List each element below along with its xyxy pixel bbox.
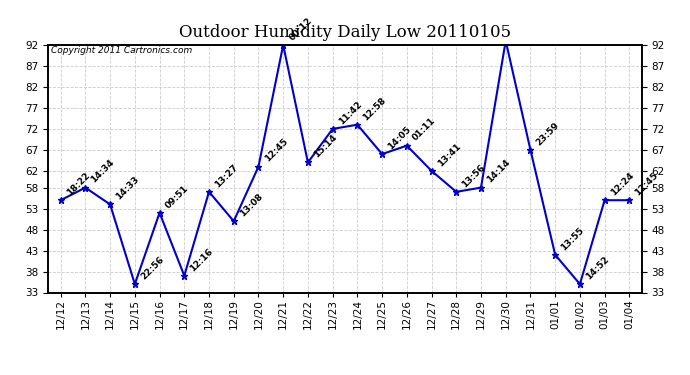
Text: 13:41: 13:41 [435, 141, 462, 168]
Text: 13:08: 13:08 [238, 192, 264, 218]
Text: 18:22: 18:22 [65, 171, 92, 197]
Text: 14:33: 14:33 [115, 175, 141, 202]
Text: 11:42: 11:42 [337, 99, 364, 126]
Text: 13:27: 13:27 [213, 162, 240, 189]
Text: 14:34: 14:34 [90, 158, 117, 185]
Text: 15:14: 15:14 [312, 133, 339, 160]
Text: 23:59: 23:59 [535, 120, 561, 147]
Text: 12:16: 12:16 [188, 246, 215, 273]
Text: 01:11: 01:11 [411, 116, 437, 143]
Text: 09:51: 09:51 [164, 183, 190, 210]
Text: 00:00: 00:00 [0, 374, 1, 375]
Text: Copyright 2011 Cartronics.com: Copyright 2011 Cartronics.com [51, 46, 193, 55]
Text: 12:45: 12:45 [263, 137, 289, 164]
Title: Outdoor Humidity Daily Low 20110105: Outdoor Humidity Daily Low 20110105 [179, 24, 511, 40]
Text: 00:12: 00:12 [287, 16, 314, 42]
Text: 22:56: 22:56 [139, 255, 166, 281]
Text: 13:56: 13:56 [460, 162, 487, 189]
Text: 14:05: 14:05 [386, 124, 413, 151]
Text: 14:14: 14:14 [485, 158, 512, 185]
Text: 12:45: 12:45 [633, 171, 660, 197]
Text: 14:52: 14:52 [584, 255, 611, 281]
Text: 12:58: 12:58 [362, 95, 388, 122]
Text: 12:24: 12:24 [609, 171, 635, 197]
Text: 13:55: 13:55 [560, 225, 586, 252]
